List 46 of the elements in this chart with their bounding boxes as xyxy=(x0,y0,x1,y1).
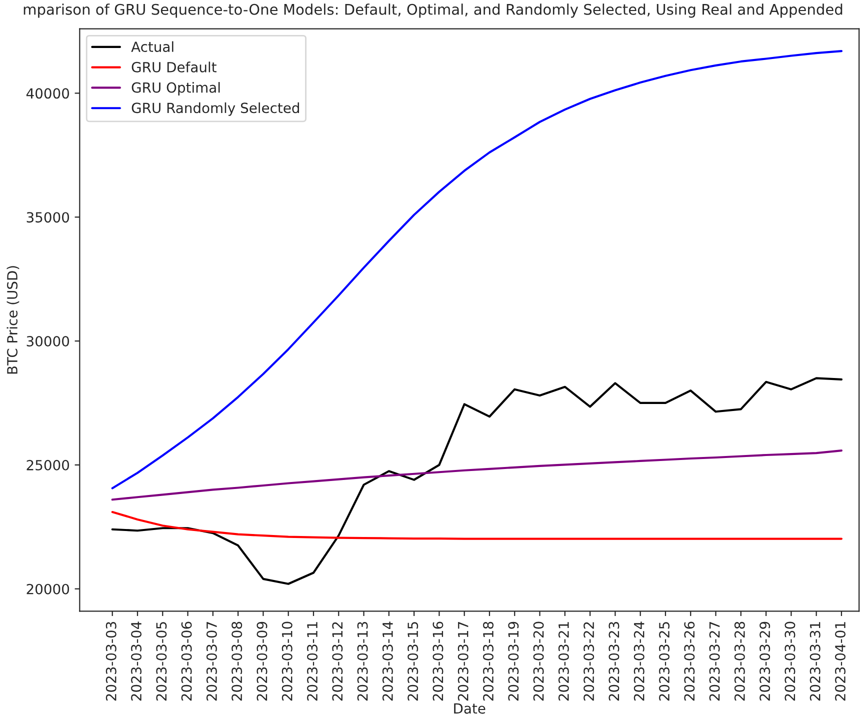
x-tick-label: 2023-03-20 xyxy=(533,622,544,701)
x-tick-label: 2023-03-28 xyxy=(734,622,745,701)
x-tick-label: 2023-03-21 xyxy=(558,622,569,701)
x-tick-label: 2023-03-31 xyxy=(810,622,820,701)
x-tick-label: 2023-04-01 xyxy=(834,622,846,701)
x-tick-label: 2023-03-27 xyxy=(709,622,720,701)
x-tick-label: 2023-03-11 xyxy=(307,622,318,701)
x-tick-label: 2023-03-04 xyxy=(131,622,142,701)
x-tick-label: 2023-03-22 xyxy=(584,622,594,701)
x-tick-label: 2023-03-17 xyxy=(458,622,468,701)
x-tick-label: 2023-03-13 xyxy=(357,622,368,701)
x-tick-label: 2023-03-14 xyxy=(382,622,393,701)
x-tick-label: 2023-03-19 xyxy=(508,622,519,701)
x-tick-label: 2023-03-07 xyxy=(206,622,217,701)
x-tick-label: 2023-03-23 xyxy=(608,622,620,701)
x-tick-label: 2023-03-24 xyxy=(634,622,644,701)
x-tick-label: 2023-03-18 xyxy=(483,622,494,701)
line-series xyxy=(111,510,843,540)
x-tick-label: 2023-03-08 xyxy=(232,622,242,701)
x-tick-label: 2023-03-26 xyxy=(684,622,695,701)
y-tick-label: 35000 xyxy=(26,212,70,223)
x-tick-label: 2023-03-06 xyxy=(181,622,192,701)
x-tick-label: 2023-03-03 xyxy=(106,622,116,701)
legend-label: GRU Default xyxy=(132,62,216,72)
line-series xyxy=(111,377,843,585)
y-tick-label: 40000 xyxy=(26,88,70,99)
x-tick-label: 2023-03-30 xyxy=(784,622,796,701)
legend-label: GRU Optimal xyxy=(132,82,220,96)
x-tick-label: 2023-03-09 xyxy=(256,622,268,701)
x-tick-label: 2023-03-29 xyxy=(760,622,770,701)
x-tick-label: 2023-03-12 xyxy=(332,622,343,701)
x-axis-title: Date xyxy=(454,703,486,714)
x-tick-label: 2023-03-15 xyxy=(408,622,418,701)
y-tick-label: 20000 xyxy=(26,584,70,594)
y-tick-label: 25000 xyxy=(26,460,70,470)
x-tick-label: 2023-03-10 xyxy=(282,622,292,701)
line-series xyxy=(111,50,843,490)
legend-label: Actual xyxy=(131,41,174,52)
y-axis-title: BTC Price (USD) xyxy=(6,266,20,374)
x-tick-label: 2023-03-25 xyxy=(659,622,670,701)
line-series xyxy=(111,450,843,501)
x-tick-label: 2023-03-05 xyxy=(156,622,167,701)
y-tick-label: 30000 xyxy=(26,336,70,346)
x-tick-label: 2023-03-16 xyxy=(432,622,444,701)
legend-label: GRU Randomly Selected xyxy=(132,102,299,116)
chart-title: mparison of GRU Sequence-to-One Models: Default, Optimal, and Randomly Selected, Using Real and Appended xyxy=(24,4,842,18)
